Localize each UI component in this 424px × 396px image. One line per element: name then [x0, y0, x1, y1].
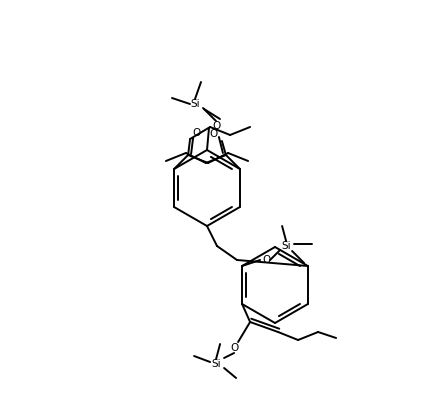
- Text: O: O: [210, 129, 218, 139]
- Text: O: O: [230, 343, 238, 353]
- Text: O: O: [262, 255, 270, 265]
- Text: Si: Si: [281, 241, 291, 251]
- Text: O: O: [192, 128, 200, 138]
- Text: Si: Si: [190, 99, 200, 109]
- Text: Si: Si: [211, 359, 221, 369]
- Text: O: O: [212, 121, 220, 131]
